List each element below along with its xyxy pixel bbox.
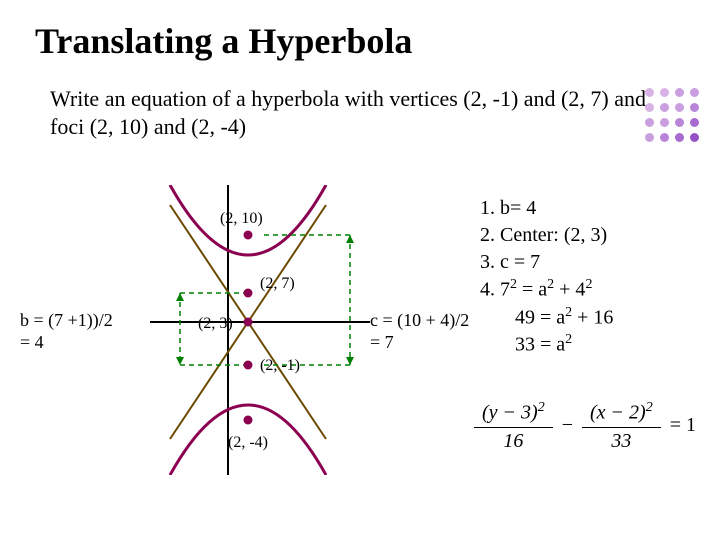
svg-text:(2, 10): (2, 10)	[220, 210, 263, 227]
step-2: 2. Center: (2, 3)	[480, 222, 613, 249]
svg-text:(2, -1): (2, -1)	[260, 357, 300, 374]
b-calc-line1: b = (7 +1))/2	[20, 310, 113, 332]
step-3: 3. c = 7	[480, 249, 613, 276]
equation-rhs: = 1	[670, 414, 696, 436]
page-title: Translating a Hyperbola	[35, 20, 412, 62]
decorative-dots	[645, 88, 702, 145]
svg-text:(2, 7): (2, 7)	[260, 275, 295, 292]
final-equation: (y − 3)2 16 − (x − 2)2 33 = 1	[470, 400, 696, 453]
solution-steps: 1. b= 4 2. Center: (2, 3) 3. c = 7 4. 72…	[480, 195, 613, 359]
fraction-2: (x − 2)2 33	[582, 400, 661, 453]
b-calc-line2: = 4	[20, 332, 113, 354]
hyperbola-graph: (2, 10) (2, 7) (2, 3) (2, -1) (2, -4)	[150, 185, 370, 475]
step-6: 33 = a2	[480, 331, 613, 359]
c-calculation: c = (10 + 4)/2 = 7	[370, 310, 469, 353]
c-calc-line1: c = (10 + 4)/2	[370, 310, 469, 332]
c-calc-line2: = 7	[370, 332, 469, 354]
step-1: 1. b= 4	[480, 195, 613, 222]
svg-text:(2, 3): (2, 3)	[198, 315, 233, 332]
fraction-1: (y − 3)2 16	[474, 400, 553, 453]
b-calculation: b = (7 +1))/2 = 4	[20, 310, 113, 353]
step-4: 4. 72 = a2 + 42	[480, 276, 613, 304]
svg-text:(2, -4): (2, -4)	[228, 434, 268, 451]
step-5: 49 = a2 + 16	[480, 304, 613, 332]
problem-text: Write an equation of a hyperbola with ve…	[50, 85, 670, 140]
